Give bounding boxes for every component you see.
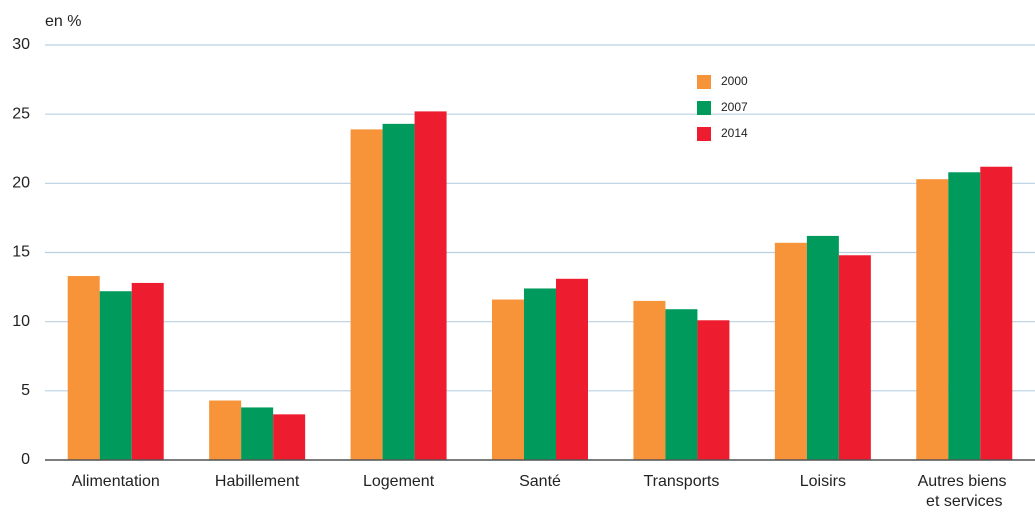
- bar: [916, 179, 949, 460]
- bar: [382, 123, 415, 460]
- y-tick-label: 0: [21, 451, 30, 468]
- legend-label: 2014: [721, 126, 748, 140]
- y-tick-label: 5: [21, 382, 30, 399]
- legend-swatch: [697, 75, 711, 89]
- bar: [665, 309, 698, 460]
- x-tick-label: Santé: [519, 473, 561, 490]
- y-tick-label: 10: [12, 313, 30, 330]
- x-tick-label: Loisirs: [800, 473, 846, 490]
- x-tick-label: Alimentation: [72, 473, 160, 490]
- y-axis-label: en %: [45, 13, 81, 30]
- label-line: Autres biens: [918, 473, 1011, 490]
- legend-swatch: [697, 127, 711, 141]
- bar: [492, 299, 524, 460]
- bar: [697, 320, 730, 460]
- bar: [524, 288, 556, 460]
- x-tick-label: Logement: [363, 473, 435, 490]
- bar: [980, 166, 1013, 460]
- bar: [99, 291, 132, 460]
- bar: [131, 282, 164, 460]
- y-tick-label: 20: [12, 175, 30, 192]
- x-tick-label: Autres biens et services: [918, 473, 1011, 510]
- bar: [633, 300, 666, 460]
- y-tick-label: 30: [12, 36, 30, 53]
- bar: [556, 278, 588, 460]
- label-line: et services: [926, 493, 1002, 510]
- y-tick-label: 15: [12, 244, 30, 261]
- x-tick-label: Transports: [643, 473, 719, 490]
- bar: [273, 414, 306, 460]
- bar: [350, 129, 383, 460]
- bar: [414, 111, 447, 461]
- bar: [67, 276, 100, 460]
- legend-label: 2007: [721, 100, 748, 114]
- bar: [838, 255, 871, 460]
- bar: [209, 400, 242, 460]
- legend-swatch: [697, 101, 711, 115]
- bar: [241, 407, 274, 460]
- bar: [774, 242, 807, 460]
- legend-label: 2000: [721, 74, 748, 88]
- bar: [948, 172, 981, 460]
- bar: [806, 235, 839, 460]
- y-tick-label: 25: [12, 105, 30, 122]
- x-tick-label: Habillement: [215, 473, 300, 490]
